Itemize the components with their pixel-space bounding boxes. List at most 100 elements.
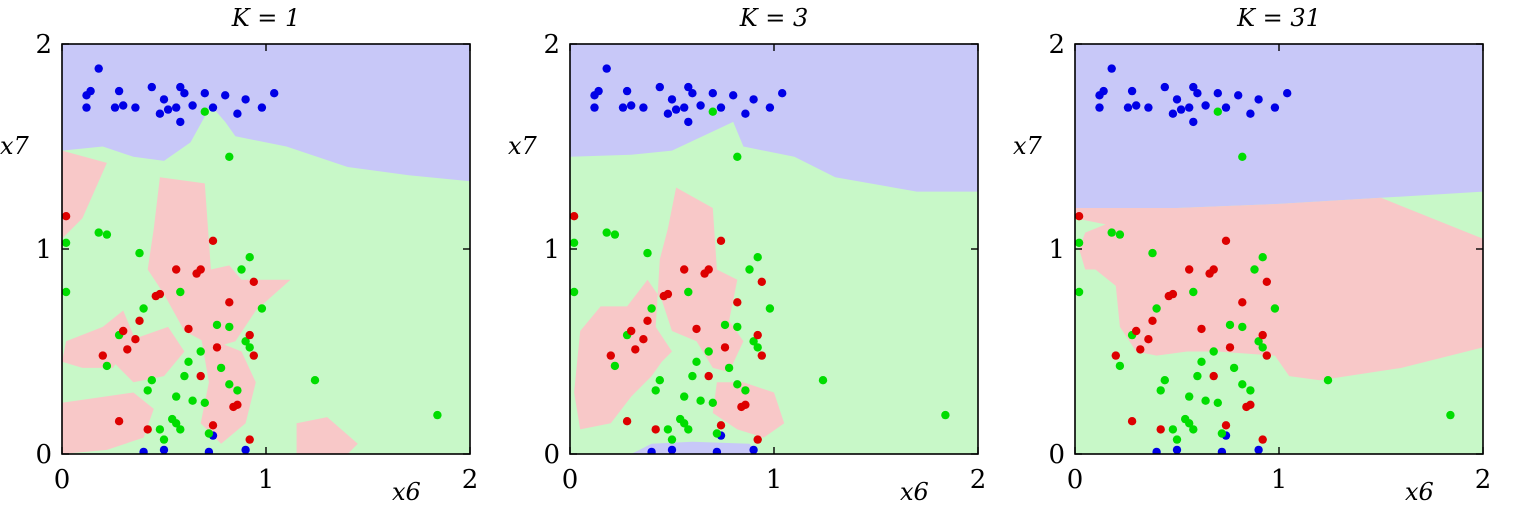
point-green	[1168, 425, 1178, 434]
y-axis-label: x7	[508, 132, 538, 160]
point-green	[610, 230, 620, 239]
point-red	[606, 351, 615, 360]
y-tick-label: 0	[543, 440, 560, 470]
point-green	[680, 419, 689, 428]
region-red	[62, 392, 154, 454]
point-red	[143, 425, 152, 434]
y-tick-label: 1	[543, 235, 560, 265]
point-blue	[594, 86, 603, 96]
point-red	[1132, 326, 1141, 336]
point-red	[184, 324, 193, 334]
region-red	[147, 177, 291, 348]
point-green	[610, 361, 620, 371]
point-green	[245, 343, 254, 352]
point-blue	[241, 95, 250, 104]
point-blue	[1107, 64, 1116, 73]
point-green	[1250, 265, 1259, 274]
point-blue	[139, 447, 148, 454]
point-green	[720, 320, 730, 330]
point-green	[1225, 320, 1235, 330]
point-blue	[114, 86, 124, 96]
point-blue	[708, 89, 717, 98]
point-green	[941, 410, 950, 420]
point-blue	[684, 82, 693, 92]
point-blue	[1254, 445, 1263, 454]
point-red	[131, 335, 140, 344]
point-blue	[1189, 117, 1198, 127]
x-tick-label: 0	[1067, 465, 1084, 495]
point-green	[1201, 396, 1210, 405]
point-green	[1238, 152, 1247, 161]
point-green	[1229, 363, 1239, 373]
point-green	[655, 376, 664, 385]
point-blue	[622, 86, 632, 96]
point-red	[753, 330, 762, 340]
point-green	[176, 287, 185, 297]
point-blue	[1221, 103, 1231, 112]
point-blue	[639, 103, 648, 112]
point-blue	[1283, 89, 1292, 98]
point-blue	[1217, 447, 1227, 454]
point-blue	[176, 82, 185, 92]
point-blue	[180, 89, 189, 98]
point-red	[123, 345, 132, 354]
point-red	[114, 417, 124, 426]
point-green	[818, 376, 828, 385]
point-red	[172, 265, 181, 274]
point-blue	[257, 103, 267, 112]
point-green	[155, 425, 165, 434]
point-green	[647, 304, 656, 313]
point-red	[680, 265, 689, 274]
point-green	[172, 392, 181, 401]
x-tick-label: 2	[1475, 465, 1492, 495]
point-red	[720, 343, 730, 352]
region-red	[712, 382, 785, 438]
point-green	[172, 419, 181, 428]
x-tick-label: 1	[766, 465, 783, 495]
point-green	[237, 265, 246, 274]
point-green	[1075, 238, 1084, 247]
point-blue	[1152, 447, 1161, 454]
point-red	[135, 316, 144, 325]
point-red	[1238, 298, 1247, 307]
point-green	[733, 152, 742, 161]
point-red	[196, 371, 205, 381]
point-red	[1111, 351, 1121, 360]
point-green	[233, 386, 242, 395]
point-red	[212, 343, 222, 352]
x-tick-label: 1	[258, 465, 275, 495]
point-blue	[82, 103, 91, 112]
point-red	[245, 435, 254, 444]
point-blue	[741, 109, 750, 118]
point-green	[1209, 347, 1218, 356]
point-red	[1262, 277, 1272, 286]
y-axis-label: x7	[1013, 132, 1043, 160]
point-green	[188, 396, 197, 405]
point-blue	[688, 89, 697, 98]
point-blue	[1127, 86, 1137, 96]
point-green	[1270, 304, 1280, 313]
x-tick-label: 0	[54, 465, 71, 495]
point-green	[643, 248, 652, 258]
point-green	[1189, 287, 1198, 297]
point-green	[200, 398, 209, 407]
point-red	[98, 351, 108, 360]
point-green	[749, 337, 758, 346]
decision-regions	[570, 44, 978, 454]
point-red	[733, 298, 742, 307]
point-red	[1127, 417, 1137, 426]
point-red	[639, 335, 648, 344]
point-blue	[1123, 103, 1133, 112]
point-blue	[159, 445, 169, 454]
point-blue	[1189, 82, 1198, 92]
point-blue	[241, 445, 250, 454]
point-blue	[1168, 109, 1178, 118]
panel-1: 00 1 1 2 2 K = 1 x6 x7	[0, 4, 478, 506]
y-tick-label: 1	[35, 235, 52, 265]
point-green	[765, 304, 775, 313]
point-blue	[159, 95, 169, 104]
point-green	[684, 287, 693, 297]
point-green	[94, 228, 103, 237]
y-tick-label: 2	[543, 30, 560, 60]
region-red	[106, 326, 185, 383]
